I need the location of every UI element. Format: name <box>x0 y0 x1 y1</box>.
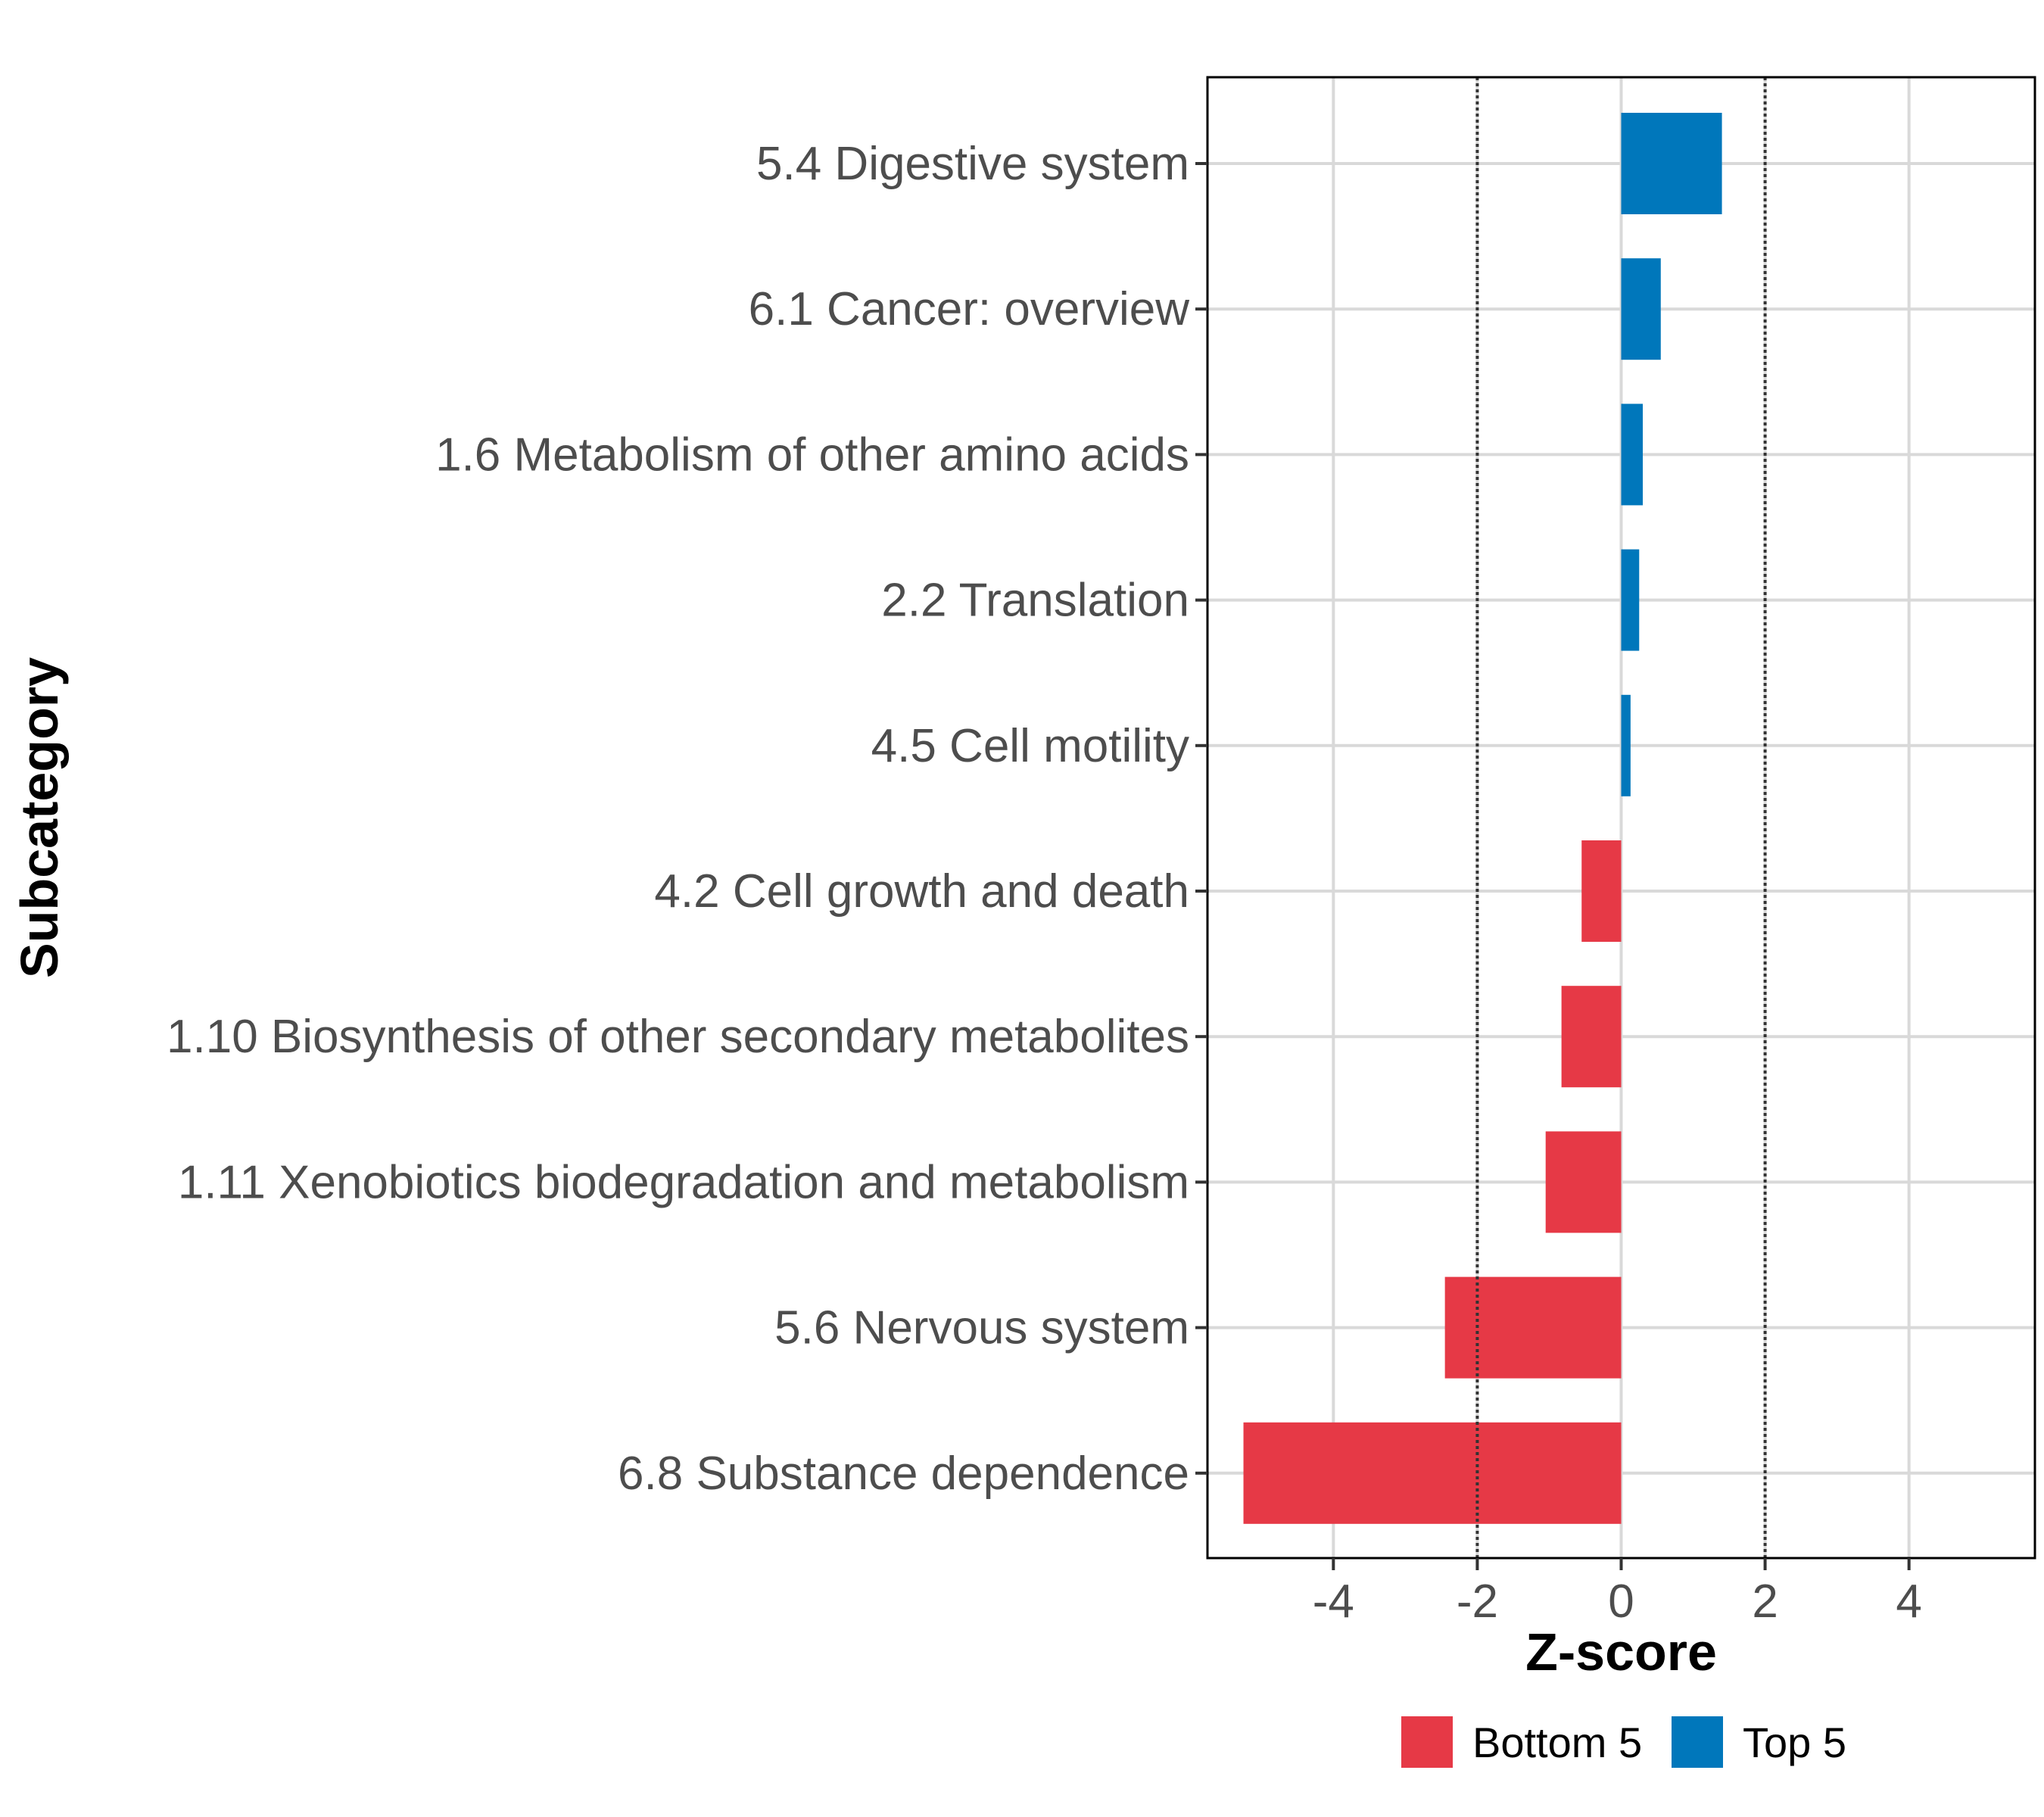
legend-swatch <box>1672 1716 1723 1768</box>
bar-top <box>1621 258 1661 360</box>
bar-top <box>1621 549 1640 651</box>
category-label: 5.6 Nervous system <box>774 1302 1189 1354</box>
bar-top <box>1621 694 1631 796</box>
category-label: 5.4 Digestive system <box>756 138 1189 190</box>
x-axis-title: Z-score <box>1525 1622 1717 1681</box>
category-label: 4.5 Cell motility <box>871 720 1189 772</box>
category-label: 6.1 Cancer: overview <box>749 283 1190 335</box>
legend-label: Top 5 <box>1743 1719 1846 1766</box>
bar-top <box>1621 404 1644 506</box>
y-axis: 5.4 Digestive system 6.1 Cancer: overview… <box>167 138 1207 1500</box>
category-label: 1.11 Xenobiotics biodegradation and meta… <box>178 1156 1189 1208</box>
reference-lines <box>1475 77 1767 1558</box>
bar-top <box>1621 113 1722 214</box>
x-tick-label: -4 <box>1313 1575 1354 1628</box>
category-label: 1.10 Biosynthesis of other secondary met… <box>167 1011 1189 1063</box>
bar-bottom <box>1444 1276 1622 1379</box>
category-label: 1.6 Metabolism of other amino acids <box>435 429 1189 481</box>
x-axis: -4 -2 0 2 4 <box>1313 1558 1922 1628</box>
bar-bottom <box>1581 840 1622 942</box>
bar-bottom <box>1545 1131 1622 1233</box>
y-axis-title: Subcategory <box>10 657 69 978</box>
bar-bottom <box>1243 1422 1622 1524</box>
bar-bottom <box>1561 986 1622 1088</box>
bars <box>1243 113 1722 1524</box>
x-tick-label: 4 <box>1896 1575 1921 1628</box>
legend-label: Bottom 5 <box>1472 1719 1642 1766</box>
x-tick-label: 0 <box>1608 1575 1634 1628</box>
category-label: 6.8 Substance dependence <box>618 1448 1189 1500</box>
legend: Bottom 5 Top 5 <box>1401 1716 1846 1768</box>
category-label: 2.2 Translation <box>881 575 1189 627</box>
legend-swatch <box>1401 1716 1453 1768</box>
x-tick-label: -2 <box>1457 1575 1498 1628</box>
x-tick-label: 2 <box>1752 1575 1778 1628</box>
category-label: 4.2 Cell growth and death <box>654 865 1189 918</box>
